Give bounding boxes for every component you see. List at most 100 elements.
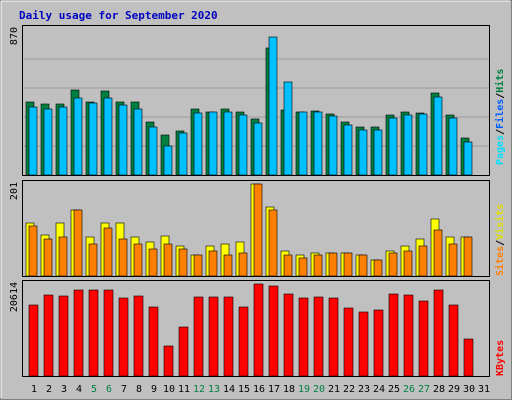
day-label-20: 20 xyxy=(313,384,325,395)
day-label-30: 30 xyxy=(463,384,475,395)
bar-files-day-23 xyxy=(358,129,368,176)
day-label-24: 24 xyxy=(373,384,385,395)
bar-files-day-9 xyxy=(148,126,158,176)
day-label-15: 15 xyxy=(238,384,250,395)
panel-visits-ymax: 201 xyxy=(9,182,20,200)
bar-sites-day-23 xyxy=(358,254,368,277)
bar-kbytes-day-27 xyxy=(418,300,429,377)
bar-files-day-16 xyxy=(253,122,263,176)
bar-files-day-13 xyxy=(208,111,218,176)
bar-sites-day-11 xyxy=(178,248,188,277)
bar-files-day-5 xyxy=(88,102,98,176)
legend-visits: Visits xyxy=(494,204,506,240)
bar-files-day-26 xyxy=(403,114,413,176)
bar-files-day-11 xyxy=(178,132,188,176)
bar-sites-day-22 xyxy=(343,252,353,277)
bar-files-day-3 xyxy=(58,106,68,176)
bar-sites-day-6 xyxy=(103,227,113,277)
legend-sites: Sites xyxy=(494,246,506,276)
bar-sites-day-26 xyxy=(403,250,413,277)
bar-sites-day-21 xyxy=(328,252,338,277)
bar-files-day-15 xyxy=(238,114,248,176)
bar-sites-day-28 xyxy=(433,229,443,277)
day-label-2: 2 xyxy=(46,384,52,395)
bar-sites-day-30 xyxy=(463,236,473,277)
bar-files-day-30 xyxy=(463,141,473,176)
bar-kbytes-day-10 xyxy=(163,345,174,377)
bar-files-day-27 xyxy=(418,113,428,176)
legend-visits-panel: Sites/Visits xyxy=(494,204,506,276)
legend-hits: Hits xyxy=(494,69,506,93)
bar-kbytes-day-5 xyxy=(88,289,99,377)
bar-sites-day-10 xyxy=(163,243,173,277)
day-label-11: 11 xyxy=(178,384,190,395)
bar-kbytes-day-24 xyxy=(373,309,384,377)
day-label-6: 6 xyxy=(106,384,112,395)
bar-sites-day-1 xyxy=(28,225,38,277)
bar-files-day-4 xyxy=(73,97,83,176)
bar-files-day-29 xyxy=(448,117,458,176)
bar-files-day-10 xyxy=(163,145,173,176)
legend-sep-1: / xyxy=(495,129,506,135)
legend-pages: Pages xyxy=(495,135,506,165)
bar-files-day-12 xyxy=(193,112,203,176)
day-label-23: 23 xyxy=(358,384,370,395)
day-label-17: 17 xyxy=(268,384,280,395)
bar-sites-day-20 xyxy=(313,254,323,277)
day-label-21: 21 xyxy=(328,384,340,395)
bar-kbytes-day-6 xyxy=(103,289,114,377)
bar-files-day-25 xyxy=(388,117,398,176)
bar-sites-day-4 xyxy=(73,209,83,277)
bar-sites-day-15 xyxy=(238,252,248,277)
bar-kbytes-day-14 xyxy=(223,296,234,377)
day-label-27: 27 xyxy=(418,384,430,395)
bar-sites-day-3 xyxy=(58,236,68,277)
legend-sep-2: / xyxy=(495,93,506,99)
bar-files-day-19 xyxy=(298,111,308,176)
bar-files-day-24 xyxy=(373,129,383,176)
bar-sites-day-27 xyxy=(418,245,428,277)
bar-kbytes-day-4 xyxy=(73,289,84,377)
bar-files-day-1 xyxy=(28,106,38,176)
bar-sites-day-14 xyxy=(223,254,233,277)
bar-sites-day-24 xyxy=(373,259,383,277)
bar-files-day-6 xyxy=(103,97,113,176)
day-label-18: 18 xyxy=(283,384,295,395)
bar-kbytes-day-16 xyxy=(253,283,264,377)
day-label-9: 9 xyxy=(151,384,157,395)
bar-files-day-8 xyxy=(133,108,143,176)
legend-hits-panel: Pages/Files/Hits xyxy=(494,69,506,165)
day-label-7: 7 xyxy=(121,384,127,395)
day-label-26: 26 xyxy=(403,384,415,395)
panel-hits-ymax: 870 xyxy=(9,27,20,45)
day-label-14: 14 xyxy=(223,384,235,395)
bar-files-day-14 xyxy=(223,111,233,176)
bar-sites-day-25 xyxy=(388,252,398,277)
bar-sites-day-17 xyxy=(268,209,278,277)
day-label-4: 4 xyxy=(76,384,82,395)
bar-sites-day-7 xyxy=(118,238,128,277)
day-label-10: 10 xyxy=(163,384,175,395)
chart-title: Daily usage for September 2020 xyxy=(19,9,218,22)
day-label-8: 8 xyxy=(136,384,142,395)
day-label-13: 13 xyxy=(208,384,220,395)
bar-kbytes-day-28 xyxy=(433,289,444,377)
bar-kbytes-day-23 xyxy=(358,311,369,377)
bar-kbytes-day-22 xyxy=(343,307,354,377)
day-label-19: 19 xyxy=(298,384,310,395)
bar-sites-day-16 xyxy=(253,183,263,277)
day-label-5: 5 xyxy=(91,384,97,395)
bar-files-day-18 xyxy=(283,81,293,176)
bar-kbytes-day-2 xyxy=(43,294,54,377)
legend-files: Files xyxy=(494,99,506,129)
day-label-12: 12 xyxy=(193,384,205,395)
bar-kbytes-day-3 xyxy=(58,295,69,377)
bar-files-day-28 xyxy=(433,96,443,176)
bar-kbytes-day-9 xyxy=(148,306,159,377)
bar-sites-day-9 xyxy=(148,248,158,277)
day-label-3: 3 xyxy=(61,384,67,395)
bar-kbytes-day-13 xyxy=(208,296,219,377)
day-label-1: 1 xyxy=(31,384,37,395)
bar-sites-day-29 xyxy=(448,243,458,277)
